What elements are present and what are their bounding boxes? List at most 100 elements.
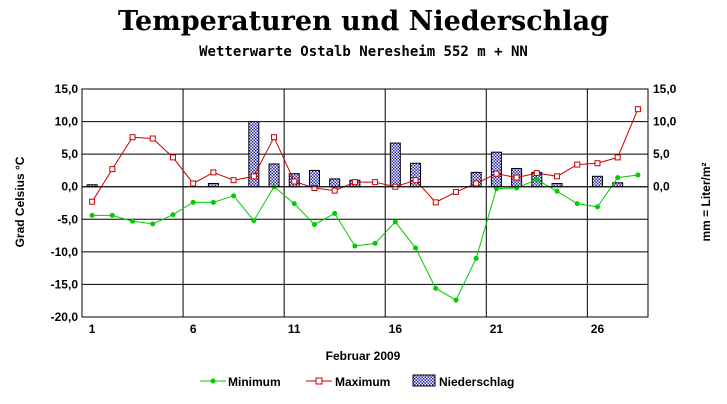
minimum-point xyxy=(554,188,560,194)
y-tick-left: 10,0 xyxy=(55,115,79,129)
y-tick-left: -15,0 xyxy=(51,277,79,291)
maximum-point xyxy=(412,177,419,184)
minimum-point xyxy=(473,255,479,261)
maximum-point xyxy=(129,134,136,141)
y-tick-right: 5,0 xyxy=(653,147,670,161)
grid-lines xyxy=(82,89,648,317)
maximum-point xyxy=(634,106,641,113)
minimum-point xyxy=(150,221,156,227)
y-tick-left: -5,0 xyxy=(57,212,78,226)
minimum-point xyxy=(392,219,398,225)
minimum-point xyxy=(372,240,378,246)
minimum-point xyxy=(251,218,257,224)
y-tick-left: 0,0 xyxy=(61,180,78,194)
x-tick: 16 xyxy=(389,322,403,336)
legend-maximum-marker xyxy=(315,377,323,385)
plot-frame xyxy=(81,88,649,318)
precip-bar xyxy=(329,178,341,188)
minimum-point xyxy=(352,243,358,249)
series-line-minimum xyxy=(92,174,638,301)
minimum-point xyxy=(493,186,499,192)
legend-precip-label: Niederschlag xyxy=(439,375,514,389)
minimum-point xyxy=(109,212,115,218)
legend-minimum: Minimum xyxy=(200,375,281,389)
minimum-point xyxy=(210,199,216,205)
minimum-point xyxy=(594,204,600,210)
y-axis-label-left: Grad Celsius °C xyxy=(13,156,27,247)
precip-bar xyxy=(268,163,280,188)
minimum-point xyxy=(231,193,237,199)
series-line-maximum xyxy=(91,109,639,203)
minimum-point xyxy=(433,285,439,291)
minimum-point xyxy=(574,201,580,207)
maximum-point xyxy=(614,154,621,161)
y-tick-left: 5,0 xyxy=(61,147,78,161)
minimum-point xyxy=(615,175,621,181)
maximum-point xyxy=(372,179,379,186)
maximum-point xyxy=(331,187,338,194)
x-tick: 1 xyxy=(89,322,96,336)
maximum-point xyxy=(554,173,561,180)
legend-minimum-marker xyxy=(210,378,216,384)
maximum-point xyxy=(351,179,358,186)
legend-maximum-label: Maximum xyxy=(335,375,390,389)
tick-labels: 15,010,05,00,0-5,0-10,0-15,0-20,015,010,… xyxy=(51,82,677,336)
y-tick-left: -20,0 xyxy=(51,310,79,324)
maximum-point xyxy=(493,170,500,177)
chart-title: Temperaturen und Niederschlag xyxy=(118,6,609,37)
x-tick: 21 xyxy=(490,322,504,336)
plot-border xyxy=(81,88,649,318)
minimum-point xyxy=(291,201,297,207)
precip-bar xyxy=(490,151,502,188)
minimum-point xyxy=(332,210,338,216)
x-tick: 11 xyxy=(288,322,301,336)
maximum-point xyxy=(190,180,197,187)
minimum-point xyxy=(534,177,540,183)
maximum-point xyxy=(574,161,581,168)
legend-precip-swatch xyxy=(412,374,436,387)
precip-bar xyxy=(308,169,320,188)
maximum-point xyxy=(149,135,156,142)
legend-precip: Niederschlag xyxy=(412,374,514,389)
maximum-point xyxy=(250,173,257,180)
maximum-point xyxy=(109,166,116,173)
maximum-point xyxy=(169,154,176,161)
x-axis-label: Februar 2009 xyxy=(326,349,401,363)
minimum-point xyxy=(89,212,95,218)
minimum-point xyxy=(453,297,459,303)
maximum-point xyxy=(291,178,298,185)
minimum-point xyxy=(311,221,317,227)
maximum-point xyxy=(271,134,278,141)
y-tick-left: -10,0 xyxy=(51,245,79,259)
maximum-point xyxy=(210,169,217,176)
maximum-point xyxy=(533,170,540,177)
precip-bar xyxy=(591,175,603,188)
maximum-point xyxy=(473,180,480,187)
minimum-point xyxy=(130,218,136,224)
y-tick-right: 10,0 xyxy=(653,115,677,129)
maximum-point xyxy=(452,188,459,195)
x-tick: 6 xyxy=(190,322,197,336)
x-tick: 26 xyxy=(591,322,605,336)
legend-maximum: Maximum xyxy=(306,375,390,389)
chart-subtitle: Wetterwarte Ostalb Neresheim 552 m + NN xyxy=(199,44,528,60)
minimum-point xyxy=(413,245,419,251)
y-tick-right: 15,0 xyxy=(653,82,677,96)
legend: Minimum Maximum Niederschlag xyxy=(200,374,514,389)
precip-bar xyxy=(389,142,401,188)
y-axis-label-right: mm = Liter/m² xyxy=(699,162,713,241)
maximum-point xyxy=(311,185,318,192)
maximum-point xyxy=(513,174,520,181)
maximum-point xyxy=(594,160,601,167)
maximum-point xyxy=(432,199,439,206)
minimum-point xyxy=(190,199,196,205)
maximum-point xyxy=(230,177,237,184)
series-lines xyxy=(89,106,641,303)
y-tick-right: 0,0 xyxy=(653,180,670,194)
legend-minimum-label: Minimum xyxy=(228,375,281,389)
maximum-point xyxy=(89,198,96,205)
y-tick-left: 15,0 xyxy=(55,82,79,96)
minimum-point xyxy=(170,212,176,218)
minimum-point xyxy=(635,172,641,178)
